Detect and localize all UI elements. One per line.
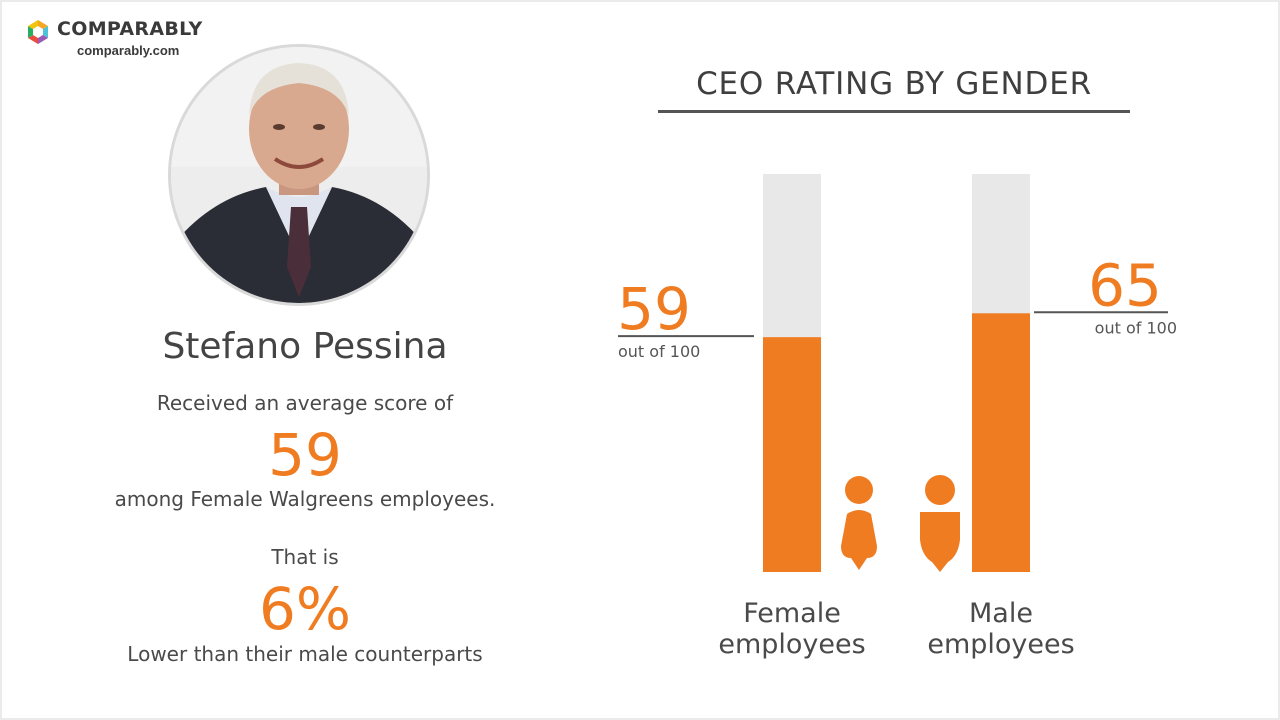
bar-female-employees [763,337,821,572]
chart-title-underline [658,110,1130,113]
chart-title: CEO RATING BY GENDER [696,66,1092,102]
ceo-portrait [168,44,430,306]
value-label-male-employees: 65 [1088,251,1162,319]
value-label-female-employees: 59 [617,275,691,343]
category-label-female-employees-line2: employees [718,629,865,660]
ceo-photo [171,47,427,303]
male-person-icon [920,475,960,572]
summary-score: 59 [268,421,342,489]
summary-comparison-text: Lower than their male counterparts [127,642,483,666]
female-person-icon [841,476,877,570]
bar-male-employees [972,313,1030,572]
comparably-logo-icon [28,20,48,44]
unit-label-female-employees: out of 100 [618,342,700,361]
brand[interactable]: COMPARABLY comparably.com [26,18,216,60]
category-label-male-employees-line2: employees [927,629,1074,660]
brand-name: COMPARABLY [57,18,203,40]
category-label-female-employees-line1: Female [743,598,841,629]
summary-percent: 6% [258,575,351,643]
summary-that-is-text: That is [271,545,339,569]
summary-intro-text: Received an average score of [156,391,454,415]
summary-group-text: among Female Walgreens employees. [114,487,496,511]
category-label-male-employees-line1: Male [969,598,1033,629]
unit-label-male-employees: out of 100 [1095,318,1177,337]
ceo-name: Stefano Pessina [162,326,448,367]
brand-url[interactable]: comparably.com [77,43,180,58]
